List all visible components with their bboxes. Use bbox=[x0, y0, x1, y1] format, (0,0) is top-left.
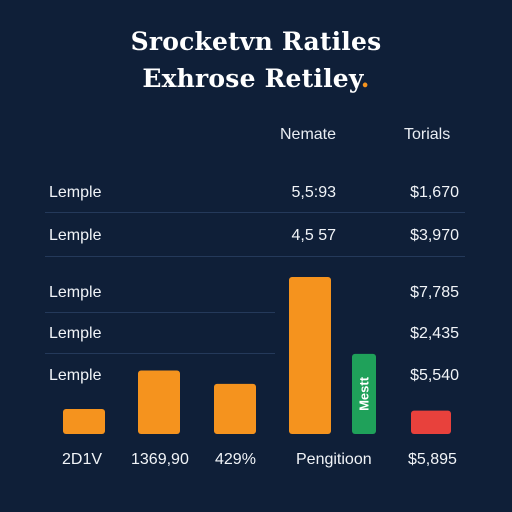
bar-3 bbox=[214, 383, 256, 434]
chart-subtitle-text: Exhrose Retiley bbox=[142, 64, 361, 93]
column-header-torials: Torials bbox=[404, 126, 451, 143]
row-torials-value: $3,970 bbox=[410, 227, 459, 244]
bar-6 bbox=[411, 410, 451, 434]
category-label: 2D1V bbox=[62, 451, 103, 468]
bar-data-label: Mestt bbox=[357, 376, 372, 411]
row-torials-value: $7,785 bbox=[410, 284, 459, 301]
bar-4 bbox=[289, 277, 331, 434]
row-divider bbox=[45, 353, 275, 354]
row-divider bbox=[45, 312, 275, 313]
column-header-nemate: Nemate bbox=[280, 126, 337, 143]
row-label: Lemple bbox=[49, 227, 102, 244]
row-label: Lemple bbox=[49, 284, 102, 301]
bar-1 bbox=[63, 408, 105, 434]
row-torials-value: $2,435 bbox=[410, 325, 459, 342]
chart-subtitle-accent: . bbox=[360, 64, 370, 93]
category-label: 1369,90 bbox=[131, 451, 189, 468]
row-nemate-value: 5,5:93 bbox=[291, 184, 336, 201]
chart-subtitle: Exhrose Retiley. bbox=[0, 64, 512, 93]
row-label: Lemple bbox=[49, 367, 102, 384]
category-label: $5,895 bbox=[408, 451, 457, 468]
category-label: 429% bbox=[215, 451, 256, 468]
chart-title: Srocketvn Ratiles bbox=[130, 27, 382, 56]
row-torials-value: $1,670 bbox=[410, 184, 459, 201]
row-nemate-value: 4,5 57 bbox=[291, 227, 336, 244]
row-label: Lemple bbox=[49, 184, 102, 201]
row-torials-value: $5,540 bbox=[410, 367, 459, 384]
bar-2 bbox=[138, 370, 180, 434]
row-divider bbox=[45, 212, 465, 213]
bar-5 bbox=[352, 353, 376, 434]
row-label: Lemple bbox=[49, 325, 102, 342]
category-label: Pengitioon bbox=[296, 451, 372, 468]
row-divider bbox=[45, 256, 465, 257]
